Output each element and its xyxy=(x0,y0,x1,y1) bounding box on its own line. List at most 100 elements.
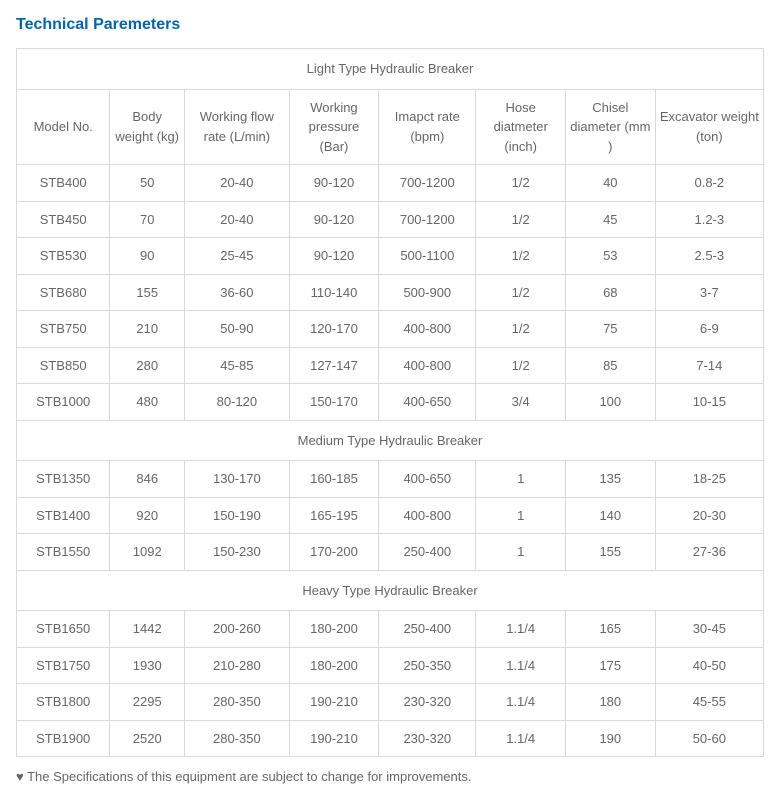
cell-pressure: 180-200 xyxy=(289,611,379,648)
cell-body: 50 xyxy=(110,165,185,202)
cell-impact: 400-800 xyxy=(379,497,476,534)
cell-chisel: 180 xyxy=(566,684,656,721)
cell-impact: 250-400 xyxy=(379,611,476,648)
cell-chisel: 68 xyxy=(566,274,656,311)
table-row: STB68015536-60110-140500-9001/2683-7 xyxy=(17,274,764,311)
cell-chisel: 155 xyxy=(566,534,656,571)
cell-model: STB1900 xyxy=(17,720,110,757)
cell-flow: 210-280 xyxy=(185,647,290,684)
cell-model: STB850 xyxy=(17,347,110,384)
cell-impact: 700-1200 xyxy=(379,165,476,202)
cell-flow: 130-170 xyxy=(185,461,290,498)
section-header-cell: Heavy Type Hydraulic Breaker xyxy=(17,570,764,611)
cell-flow: 25-45 xyxy=(185,238,290,275)
cell-chisel: 135 xyxy=(566,461,656,498)
cell-hose: 1 xyxy=(476,534,566,571)
column-header-chisel: Chisel diameter (mm ) xyxy=(566,89,656,165)
section-header-cell: Medium Type Hydraulic Breaker xyxy=(17,420,764,461)
cell-excavator: 20-30 xyxy=(655,497,763,534)
cell-flow: 20-40 xyxy=(185,201,290,238)
cell-pressure: 120-170 xyxy=(289,311,379,348)
column-header-excavator: Excavator weight (ton) xyxy=(655,89,763,165)
cell-excavator: 2.5-3 xyxy=(655,238,763,275)
cell-excavator: 6-9 xyxy=(655,311,763,348)
cell-pressure: 150-170 xyxy=(289,384,379,421)
cell-hose: 1.1/4 xyxy=(476,720,566,757)
cell-model: STB400 xyxy=(17,165,110,202)
cell-excavator: 40-50 xyxy=(655,647,763,684)
cell-chisel: 100 xyxy=(566,384,656,421)
cell-model: STB750 xyxy=(17,311,110,348)
cell-body: 920 xyxy=(110,497,185,534)
cell-hose: 1/2 xyxy=(476,311,566,348)
cell-pressure: 165-195 xyxy=(289,497,379,534)
cell-chisel: 165 xyxy=(566,611,656,648)
column-header-impact: Imapct rate (bpm) xyxy=(379,89,476,165)
cell-body: 210 xyxy=(110,311,185,348)
cell-body: 1442 xyxy=(110,611,185,648)
cell-impact: 500-900 xyxy=(379,274,476,311)
cell-impact: 400-650 xyxy=(379,384,476,421)
cell-model: STB530 xyxy=(17,238,110,275)
cell-impact: 230-320 xyxy=(379,684,476,721)
cell-pressure: 190-210 xyxy=(289,720,379,757)
cell-chisel: 85 xyxy=(566,347,656,384)
cell-flow: 200-260 xyxy=(185,611,290,648)
table-row: STB16501442200-260180-200250-4001.1/4165… xyxy=(17,611,764,648)
table-row: STB1350846130-170160-185400-650113518-25 xyxy=(17,461,764,498)
parameters-table: Light Type Hydraulic BreakerModel No.Bod… xyxy=(16,48,764,757)
section-header-row: Heavy Type Hydraulic Breaker xyxy=(17,570,764,611)
cell-body: 70 xyxy=(110,201,185,238)
table-row: STB1400920150-190165-195400-800114020-30 xyxy=(17,497,764,534)
cell-excavator: 30-45 xyxy=(655,611,763,648)
table-row: STB5309025-4590-120500-11001/2532.5-3 xyxy=(17,238,764,275)
cell-hose: 1.1/4 xyxy=(476,647,566,684)
section-header-row: Medium Type Hydraulic Breaker xyxy=(17,420,764,461)
cell-excavator: 45-55 xyxy=(655,684,763,721)
cell-pressure: 90-120 xyxy=(289,201,379,238)
cell-model: STB1350 xyxy=(17,461,110,498)
cell-chisel: 45 xyxy=(566,201,656,238)
cell-hose: 1/2 xyxy=(476,238,566,275)
cell-excavator: 0.8-2 xyxy=(655,165,763,202)
cell-pressure: 180-200 xyxy=(289,647,379,684)
cell-body: 480 xyxy=(110,384,185,421)
cell-excavator: 1.2-3 xyxy=(655,201,763,238)
column-header-flow: Working flow rate (L/min) xyxy=(185,89,290,165)
cell-pressure: 90-120 xyxy=(289,165,379,202)
cell-impact: 700-1200 xyxy=(379,201,476,238)
cell-flow: 80-120 xyxy=(185,384,290,421)
table-row: STB75021050-90120-170400-8001/2756-9 xyxy=(17,311,764,348)
cell-chisel: 75 xyxy=(566,311,656,348)
cell-flow: 150-230 xyxy=(185,534,290,571)
table-row: STB85028045-85127-147400-8001/2857-14 xyxy=(17,347,764,384)
cell-excavator: 3-7 xyxy=(655,274,763,311)
cell-impact: 500-1100 xyxy=(379,238,476,275)
cell-model: STB1750 xyxy=(17,647,110,684)
cell-pressure: 90-120 xyxy=(289,238,379,275)
cell-pressure: 127-147 xyxy=(289,347,379,384)
cell-pressure: 190-210 xyxy=(289,684,379,721)
cell-body: 155 xyxy=(110,274,185,311)
column-header-pressure: Working pressure (Bar) xyxy=(289,89,379,165)
cell-body: 2520 xyxy=(110,720,185,757)
column-header-hose: Hose diatmeter (inch) xyxy=(476,89,566,165)
cell-flow: 20-40 xyxy=(185,165,290,202)
cell-body: 280 xyxy=(110,347,185,384)
cell-impact: 400-800 xyxy=(379,311,476,348)
table-row: STB18002295280-350190-210230-3201.1/4180… xyxy=(17,684,764,721)
cell-excavator: 50-60 xyxy=(655,720,763,757)
cell-flow: 280-350 xyxy=(185,684,290,721)
cell-pressure: 110-140 xyxy=(289,274,379,311)
cell-flow: 150-190 xyxy=(185,497,290,534)
table-row: STB19002520280-350190-210230-3201.1/4190… xyxy=(17,720,764,757)
cell-hose: 1/2 xyxy=(476,274,566,311)
cell-flow: 36-60 xyxy=(185,274,290,311)
cell-hose: 1 xyxy=(476,497,566,534)
cell-impact: 250-350 xyxy=(379,647,476,684)
table-row: STB4507020-4090-120700-12001/2451.2-3 xyxy=(17,201,764,238)
cell-body: 1092 xyxy=(110,534,185,571)
footnote-text: ♥ The Specifications of this equipment a… xyxy=(16,769,764,784)
cell-excavator: 27-36 xyxy=(655,534,763,571)
cell-pressure: 160-185 xyxy=(289,461,379,498)
